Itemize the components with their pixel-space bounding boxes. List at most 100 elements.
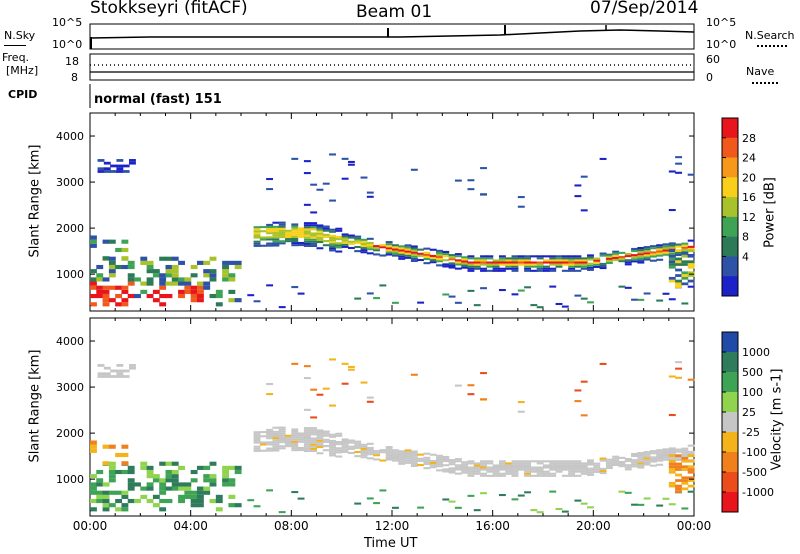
- data-cell: [436, 461, 443, 464]
- data-cell: [272, 234, 280, 237]
- noise-sky-series: [89, 29, 695, 39]
- data-cell: [530, 468, 538, 471]
- data-cell: [272, 441, 280, 444]
- data-cell: [524, 460, 532, 463]
- data-cell: [467, 472, 475, 475]
- data-cell: [423, 467, 431, 470]
- data-cell: [442, 250, 450, 253]
- data-cell: [467, 255, 475, 258]
- data-cell: [417, 252, 425, 255]
- data-cell: [115, 293, 123, 299]
- data-cell: [511, 464, 519, 467]
- data-cell: [436, 258, 443, 261]
- data-cell: [165, 461, 173, 466]
- data-cell: [215, 302, 223, 307]
- data-cell: [102, 490, 110, 495]
- data-cell: [115, 452, 123, 458]
- data-cell: [637, 249, 645, 252]
- data-cell: [278, 434, 286, 437]
- data-cell: [392, 459, 399, 462]
- data-cell: [587, 268, 594, 271]
- data-cell: [561, 261, 569, 264]
- data-cell: [108, 298, 116, 303]
- data-cell: [681, 453, 689, 456]
- data-cell: [687, 452, 695, 455]
- colorbar-tick-label: -100: [742, 446, 767, 459]
- data-cell: [259, 244, 267, 247]
- colorbar-segment: [722, 412, 738, 433]
- data-cell: [618, 255, 626, 259]
- data-cell: [398, 450, 406, 453]
- data-cell: [272, 229, 280, 233]
- data-cell: [587, 262, 594, 265]
- data-cell: [505, 468, 513, 471]
- data-cell: [511, 466, 519, 469]
- data-cell: [347, 439, 355, 442]
- data-cell: [291, 428, 299, 431]
- data-cell: [140, 260, 148, 265]
- data-cell: [436, 253, 443, 257]
- data-cell: [278, 430, 286, 433]
- data-cell: [436, 249, 443, 252]
- colorbar-segment: [722, 472, 738, 493]
- data-cell: [341, 239, 349, 242]
- data-cell: [102, 277, 110, 282]
- data-cell: [404, 453, 412, 456]
- data-cell: [517, 468, 525, 471]
- data-cell: [505, 466, 513, 469]
- data-cell: [373, 245, 381, 248]
- data-cell: [536, 474, 544, 477]
- data-cell: [165, 293, 173, 299]
- data-cell: [398, 247, 406, 250]
- data-cell: [103, 375, 111, 378]
- data-cell: [492, 474, 500, 477]
- data-cell: [90, 486, 97, 491]
- data-cell: [649, 253, 657, 256]
- data-cell: [392, 453, 399, 456]
- data-cell: [637, 255, 645, 258]
- data-cell: [486, 269, 494, 272]
- data-cell: [599, 362, 607, 365]
- data-cell: [146, 486, 154, 491]
- data-cell: [259, 230, 267, 233]
- data-cell: [285, 231, 292, 234]
- data-cell: [278, 511, 286, 514]
- data-cell: [103, 167, 111, 171]
- data-cell: [108, 260, 116, 265]
- data-cell: [555, 507, 563, 511]
- data-cell: [303, 236, 311, 239]
- data-cell: [285, 229, 292, 232]
- data-cell: [612, 459, 620, 462]
- data-cell: [366, 400, 374, 403]
- data-cell: [631, 254, 638, 257]
- y-tick-label: 3000: [56, 176, 84, 189]
- data-cell: [580, 380, 588, 383]
- data-cell: [681, 449, 689, 452]
- data-cell: [675, 156, 683, 159]
- data-cell: [436, 465, 443, 468]
- data-cell: [643, 250, 651, 253]
- data-cell: [259, 443, 267, 446]
- data-cell: [297, 241, 305, 245]
- data-cell: [146, 277, 154, 282]
- data-cell: [341, 448, 349, 451]
- data-cell: [549, 285, 557, 288]
- data-cell: [568, 466, 576, 469]
- data-cell: [524, 265, 532, 268]
- data-cell: [385, 454, 393, 457]
- data-cell: [631, 247, 638, 250]
- data-cell: [209, 498, 217, 504]
- data-cell: [127, 277, 135, 282]
- data-cell: [303, 240, 311, 243]
- data-cell: [675, 253, 683, 256]
- data-cell: [637, 261, 645, 264]
- data-cell: [662, 243, 670, 246]
- data-cell: [593, 462, 601, 465]
- data-cell: [681, 271, 689, 275]
- data-cell: [423, 456, 431, 459]
- data-cell: [549, 472, 557, 475]
- data-cell: [687, 444, 695, 447]
- data-cell: [316, 393, 324, 396]
- power-x-ticks: [89, 113, 695, 311]
- data-cell: [184, 285, 192, 290]
